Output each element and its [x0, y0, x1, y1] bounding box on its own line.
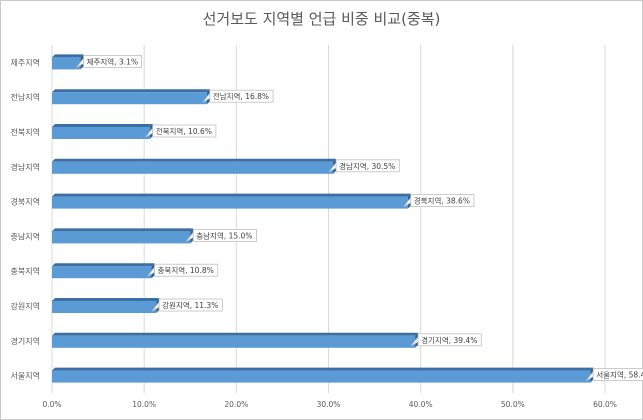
data-label: 서울지역, 58.4% — [596, 370, 643, 380]
bar-top-face — [52, 124, 153, 127]
data-label: 경남지역, 30.5% — [339, 161, 395, 171]
bar-top-face — [52, 332, 419, 336]
bar-top-face — [52, 228, 194, 232]
x-tick-label: 20.0% — [224, 400, 248, 409]
x-tick-label: 40.0% — [409, 400, 433, 409]
x-tick-label: 30.0% — [317, 400, 341, 409]
x-tick-label: 0.0% — [42, 400, 61, 409]
data-label-box — [410, 194, 475, 208]
data-label-box — [154, 263, 219, 277]
bar-top-face — [52, 89, 210, 93]
data-label-box — [417, 333, 482, 347]
category-label: 경북지역 — [11, 197, 40, 207]
bar-top-face — [52, 298, 160, 301]
bar-top-face — [52, 158, 337, 162]
data-label-box — [192, 228, 257, 242]
bar — [52, 335, 416, 348]
data-label-box — [592, 368, 643, 382]
category-label: 강원지역 — [11, 301, 40, 311]
data-label-box — [152, 124, 217, 138]
bar — [52, 57, 81, 70]
chart-title: 선거보도 지역별 언급 비중 비교(중복) — [202, 10, 441, 28]
data-label: 전북지역, 10.6% — [156, 126, 212, 136]
data-label: 전남지역, 16.8% — [213, 91, 269, 101]
category-label: 전남지역 — [11, 92, 40, 102]
data-label-box — [158, 298, 223, 312]
category-label: 경기지역 — [11, 336, 40, 346]
bar — [52, 196, 408, 209]
data-label: 경기지역, 39.4% — [421, 335, 477, 345]
data-label-box — [209, 89, 274, 103]
category-label: 서울지역 — [11, 371, 40, 381]
data-label: 충남지역, 15.0% — [196, 230, 252, 240]
data-label: 강원지역, 11.3% — [162, 300, 218, 310]
bar — [52, 92, 207, 105]
x-tick-label: 10.0% — [132, 400, 156, 409]
bar — [52, 231, 191, 244]
bar-top-face — [52, 367, 594, 371]
data-label-box — [83, 55, 142, 68]
bar-top-face — [52, 193, 411, 197]
category-label: 충북지역 — [11, 266, 40, 276]
bar — [52, 161, 334, 174]
category-label: 충남지역 — [11, 231, 40, 241]
bar — [52, 127, 150, 139]
data-label-box — [335, 159, 400, 173]
data-label: 충북지역, 10.8% — [158, 265, 214, 275]
category-label: 경남지역 — [11, 162, 40, 172]
bar — [52, 370, 591, 383]
bar-top-face — [52, 54, 84, 58]
x-tick-label: 50.0% — [501, 400, 525, 409]
bar — [52, 301, 157, 313]
bar-top-face — [52, 263, 155, 267]
category-label: 전북지역 — [11, 127, 40, 137]
x-tick-label: 60.0% — [593, 400, 617, 409]
category-label: 제주지역 — [11, 57, 40, 67]
data-label: 경북지역, 38.6% — [414, 196, 470, 206]
data-label: 제주지역, 3.1% — [87, 56, 138, 66]
bar — [52, 266, 152, 279]
